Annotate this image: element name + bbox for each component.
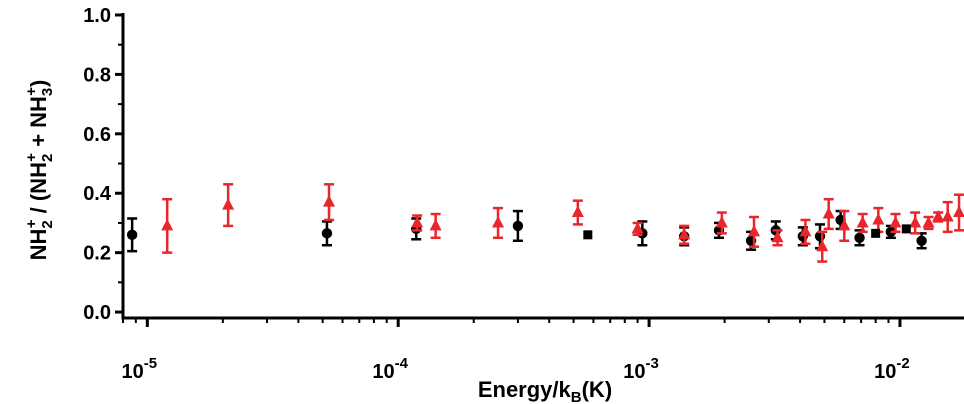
data-point-triangle — [889, 215, 902, 228]
data-point-triangle — [941, 210, 954, 222]
data-point-circle — [512, 220, 524, 232]
data-point-circle — [126, 229, 138, 241]
y-title-nh3: NH — [26, 96, 51, 128]
data-point-triangle — [932, 210, 945, 222]
y-title-close: ) — [26, 80, 51, 87]
x-axis-ticks: 10-5 10-4 10-3 10-2 — [122, 318, 910, 383]
data-point-triangle — [771, 230, 784, 243]
data-point-triangle — [429, 218, 442, 231]
y-title-nh2-sup: + — [23, 153, 40, 162]
data-point-square — [901, 224, 911, 234]
y-title-sub: 2 — [39, 220, 56, 228]
y-title-nh2-sub: 2 — [39, 154, 56, 162]
data-point-circle — [916, 235, 927, 246]
data-point-triangle — [222, 198, 235, 210]
data-point-triangle — [411, 215, 424, 228]
y-title-plus: + — [26, 128, 51, 153]
y-title-nh3-sub: 3 — [39, 88, 56, 96]
data-point-triangle — [953, 205, 964, 218]
y-title-nh2: NH — [26, 162, 51, 194]
data-point-triangle — [816, 239, 829, 252]
x-tick-label: 10-4 — [372, 355, 408, 383]
series-triangle — [161, 183, 964, 263]
y-title-nh3-sup: + — [23, 87, 40, 96]
x-axis-title-unit: (K) — [582, 377, 613, 402]
y-tick-label: 0.6 — [83, 124, 111, 146]
data-point-triangle — [631, 221, 644, 234]
y-tick-label: 1.0 — [83, 5, 111, 27]
x-tick-label: 10-3 — [623, 355, 659, 383]
y-title-sup: + — [23, 219, 40, 228]
data-point-triangle — [856, 215, 869, 228]
x-axis-title: Energy/kB(K) — [478, 377, 612, 404]
y-tick-label: 0.2 — [83, 243, 111, 265]
y-tick-label: 0.8 — [83, 64, 111, 86]
data-point-triangle — [822, 207, 835, 219]
data-point-triangle — [571, 205, 584, 218]
data-point-circle — [321, 228, 333, 239]
data-point-triangle — [323, 195, 336, 207]
series-square — [583, 224, 911, 240]
data-point-triangle — [492, 215, 505, 228]
data-point-triangle — [161, 218, 174, 231]
data-point-triangle — [678, 227, 691, 240]
x-tick-label: 10-2 — [874, 355, 910, 383]
y-title-sep: / ( — [26, 193, 51, 219]
y-axis-title: NH2+ / (NH2+ + NH3+) — [23, 80, 56, 261]
y-axis-ticks: 0.0 0.2 0.4 0.6 0.8 1.0 — [83, 5, 123, 324]
data-point-triangle — [922, 215, 935, 228]
data-point-triangle — [748, 224, 761, 237]
y-title-nh: NH — [26, 229, 51, 261]
data-point-triangle — [799, 224, 812, 237]
data-point-triangle — [872, 212, 885, 225]
data-point-circle — [854, 232, 865, 243]
x-axis-title-main: Energy/k — [478, 377, 572, 402]
x-tick-label: 10-5 — [122, 355, 158, 383]
data-point-triangle — [909, 215, 922, 228]
y-tick-label: 0.0 — [83, 302, 111, 324]
data-point-square — [871, 228, 881, 238]
data-point-triangle — [715, 215, 728, 228]
y-tick-label: 0.4 — [83, 183, 112, 205]
data-point-square — [583, 230, 593, 240]
x-axis-title-subscript: B — [571, 389, 582, 404]
plot-area — [126, 183, 964, 263]
data-point-triangle — [838, 218, 851, 231]
